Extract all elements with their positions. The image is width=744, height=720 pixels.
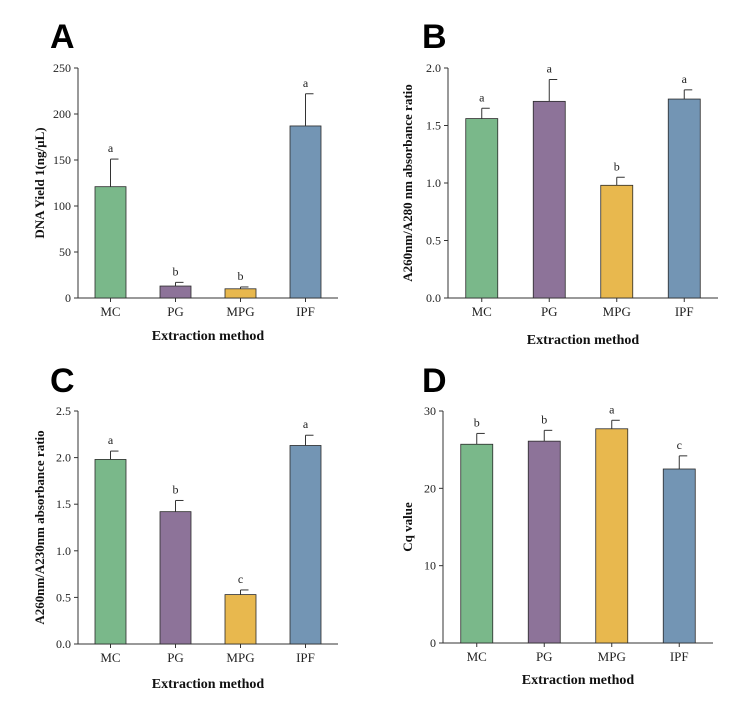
bar-mpg [224, 594, 257, 645]
panel-b: B A260nm/A280 nm absorbance ratio Extrac… [400, 18, 718, 348]
y-tick-label: 0 [430, 636, 436, 650]
panel-c: C A260nm/A230nm absorbance ratio Extract… [32, 362, 338, 692]
y-axis-label: Cq value [400, 502, 415, 552]
significance-label: a [303, 417, 309, 431]
x-tick-label: PG [167, 650, 184, 665]
x-axis-label: Extraction method [522, 673, 635, 688]
x-tick-label: PG [167, 304, 184, 319]
y-tick-label: 1.5 [56, 497, 71, 511]
y-tick-label: 0.0 [56, 637, 71, 651]
y-tick-label: 0.5 [56, 590, 71, 604]
bar-mpg [224, 288, 257, 299]
panel-d: D Cq value Extraction method 0 10 20 30 b MC b… [400, 362, 713, 688]
x-tick-label: MPG [598, 649, 626, 664]
significance-label: c [238, 572, 243, 586]
significance-label: a [479, 90, 485, 104]
bar-mpg [595, 428, 629, 644]
bar-ipf [289, 125, 322, 299]
panel-letter: B [422, 18, 447, 56]
y-tick-label: 250 [53, 61, 71, 75]
bar-mpg [600, 184, 634, 299]
bar-pg [532, 100, 566, 299]
significance-label: a [108, 141, 114, 155]
y-axis-label: DNA Yield 1(ng/µL) [32, 127, 47, 238]
significance-label: b [541, 412, 547, 426]
bar-ipf [667, 98, 701, 299]
x-tick-label: IPF [675, 304, 694, 319]
y-tick-label: 0 [65, 291, 71, 305]
y-tick-label: 2.0 [426, 61, 441, 75]
significance-label: a [682, 72, 688, 86]
y-tick-label: 2.5 [56, 404, 71, 418]
panel-letter: A [50, 18, 75, 56]
x-tick-label: IPF [670, 649, 689, 664]
bar-ipf [289, 445, 322, 645]
significance-label: b [474, 415, 480, 429]
y-tick-label: 1.0 [56, 544, 71, 558]
significance-label: a [547, 62, 553, 76]
significance-label: b [173, 264, 179, 278]
x-tick-label: MPG [603, 304, 631, 319]
x-tick-label: IPF [296, 304, 315, 319]
x-tick-label: MC [100, 304, 120, 319]
x-axis-label: Extraction method [152, 677, 265, 692]
y-tick-label: 200 [53, 107, 71, 121]
significance-label: b [238, 269, 244, 283]
panel-a: A DNA Yield 1(ng/µL) Extraction method 0… [32, 18, 338, 344]
bar-mc [460, 443, 494, 644]
bar-ipf [662, 468, 696, 644]
y-tick-label: 1.5 [426, 119, 441, 133]
y-tick-label: 150 [53, 153, 71, 167]
bar-mc [465, 118, 499, 299]
bar-mc [94, 186, 127, 299]
y-tick-label: 100 [53, 199, 71, 213]
x-tick-label: IPF [296, 650, 315, 665]
significance-label: a [609, 402, 615, 416]
significance-label: b [173, 482, 179, 496]
x-tick-label: MPG [226, 650, 254, 665]
x-tick-label: MPG [226, 304, 254, 319]
bar-pg [159, 285, 192, 299]
x-axis-label: Extraction method [527, 333, 640, 348]
panel-letter: C [50, 362, 75, 400]
y-tick-label: 50 [59, 245, 71, 259]
significance-label: c [677, 438, 682, 452]
x-tick-label: MC [467, 649, 487, 664]
y-tick-label: 2.0 [56, 451, 71, 465]
y-tick-label: 30 [424, 404, 436, 418]
significance-label: b [614, 159, 620, 173]
y-tick-label: 0.0 [426, 291, 441, 305]
y-tick-label: 10 [424, 559, 436, 573]
significance-label: a [108, 433, 114, 447]
y-tick-label: 0.5 [426, 234, 441, 248]
y-tick-label: 20 [424, 481, 436, 495]
bar-pg [527, 440, 561, 644]
bar-pg [159, 511, 192, 645]
bar-mc [94, 459, 127, 645]
x-tick-label: MC [100, 650, 120, 665]
x-tick-label: PG [541, 304, 558, 319]
y-tick-label: 1.0 [426, 176, 441, 190]
x-tick-label: MC [472, 304, 492, 319]
y-axis-label: A260nm/A280 nm absorbance ratio [400, 84, 415, 282]
x-tick-label: PG [536, 649, 553, 664]
x-axis-label: Extraction method [152, 329, 265, 344]
y-axis-label: A260nm/A230nm absorbance ratio [32, 430, 47, 624]
significance-label: a [303, 76, 309, 90]
panel-letter: D [422, 362, 447, 400]
